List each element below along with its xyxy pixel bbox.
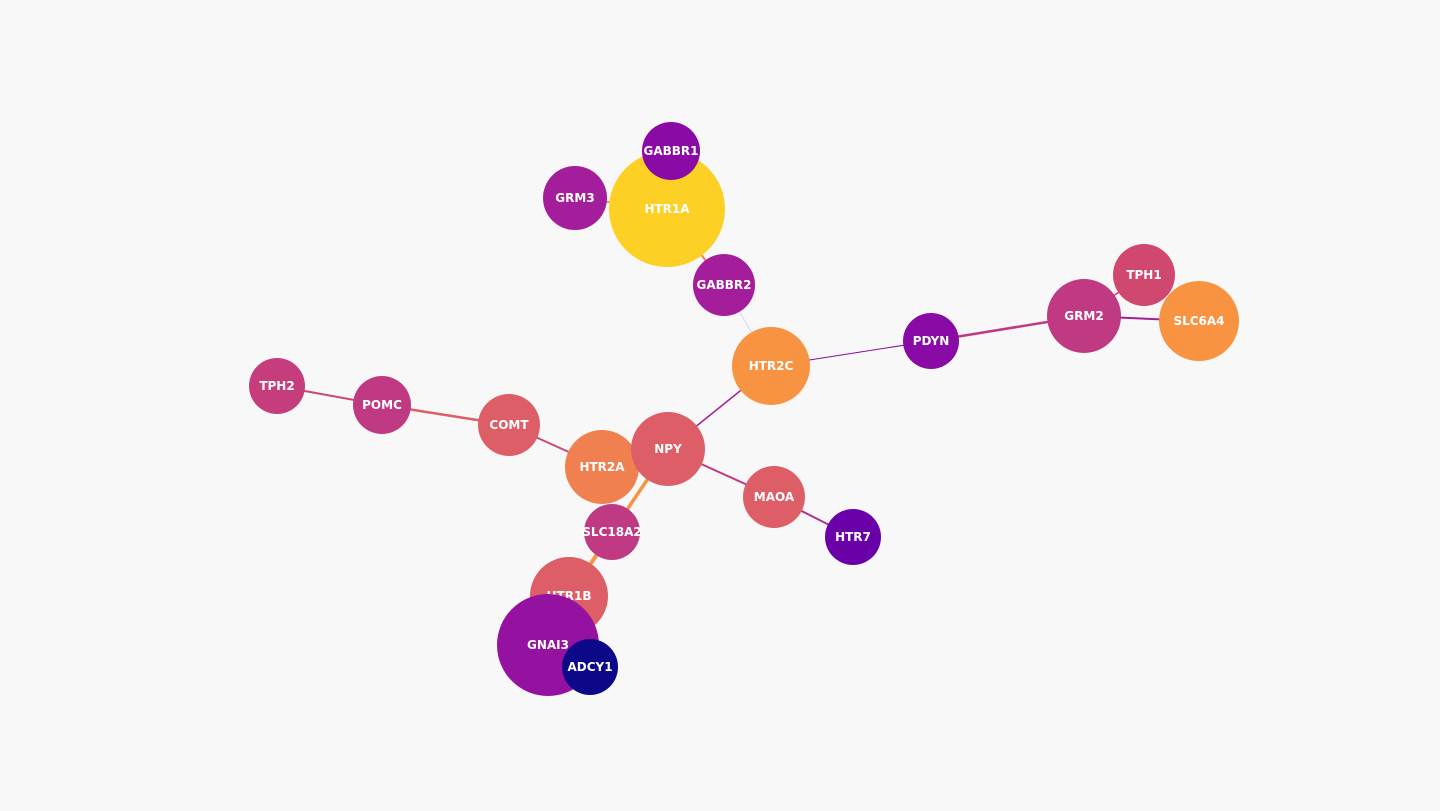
node-label: SLC6A4 (1173, 314, 1224, 328)
node-label: COMT (489, 418, 529, 432)
node-maoa[interactable]: MAOA (743, 466, 805, 528)
node-label: GRM3 (555, 191, 594, 205)
node-label: NPY (654, 442, 682, 456)
node-slc18a2[interactable]: SLC18A2 (582, 504, 642, 560)
node-comt[interactable]: COMT (478, 394, 540, 456)
node-circle (609, 151, 725, 267)
node-grm2[interactable]: GRM2 (1047, 279, 1121, 353)
node-slc6a4[interactable]: SLC6A4 (1159, 281, 1239, 361)
node-htr1a[interactable]: HTR1A (609, 151, 725, 267)
node-circle (584, 504, 640, 560)
node-circle (693, 254, 755, 316)
node-circle (631, 412, 705, 486)
node-label: HTR2A (579, 460, 625, 474)
node-label: GRM2 (1064, 309, 1103, 323)
node-circle (565, 430, 639, 504)
node-gabbr2[interactable]: GABBR2 (693, 254, 755, 316)
node-circle (1047, 279, 1121, 353)
node-pomc[interactable]: POMC (353, 376, 411, 434)
node-circle (825, 509, 881, 565)
node-circle (743, 466, 805, 528)
node-label: HTR2C (749, 359, 794, 373)
node-circle (1113, 244, 1175, 306)
node-label: TPH1 (1126, 268, 1161, 282)
node-circle (353, 376, 411, 434)
node-label: MAOA (754, 490, 795, 504)
node-label: TPH2 (259, 379, 294, 393)
node-npy[interactable]: NPY (631, 412, 705, 486)
node-htr7[interactable]: HTR7 (825, 509, 881, 565)
node-circle (562, 639, 618, 695)
node-label: HTR1A (644, 202, 690, 216)
node-label: GNAI3 (527, 638, 569, 652)
node-label: POMC (362, 398, 402, 412)
node-tph2[interactable]: TPH2 (249, 358, 305, 414)
node-circle (478, 394, 540, 456)
node-adcy1[interactable]: ADCY1 (562, 639, 618, 695)
node-grm3[interactable]: GRM3 (543, 166, 607, 230)
node-label: HTR7 (835, 530, 871, 544)
node-htr2c[interactable]: HTR2C (732, 327, 810, 405)
node-circle (543, 166, 607, 230)
nodes-layer: HTR1A GABBR1 GRM3 GABBR2 HTR2C PDYN GRM2 TPH1 SL… (249, 122, 1239, 696)
node-tph1[interactable]: TPH1 (1113, 244, 1175, 306)
node-circle (642, 122, 700, 180)
node-circle (1159, 281, 1239, 361)
node-label: SLC18A2 (582, 525, 641, 539)
node-circle (732, 327, 810, 405)
node-pdyn[interactable]: PDYN (903, 313, 959, 369)
node-circle (903, 313, 959, 369)
node-label: GABBR1 (643, 144, 698, 158)
node-htr2a[interactable]: HTR2A (565, 430, 639, 504)
node-label: GABBR2 (696, 278, 751, 292)
node-circle (249, 358, 305, 414)
node-label: ADCY1 (567, 660, 612, 674)
node-gabbr1[interactable]: GABBR1 (642, 122, 700, 180)
node-label: PDYN (913, 334, 950, 348)
